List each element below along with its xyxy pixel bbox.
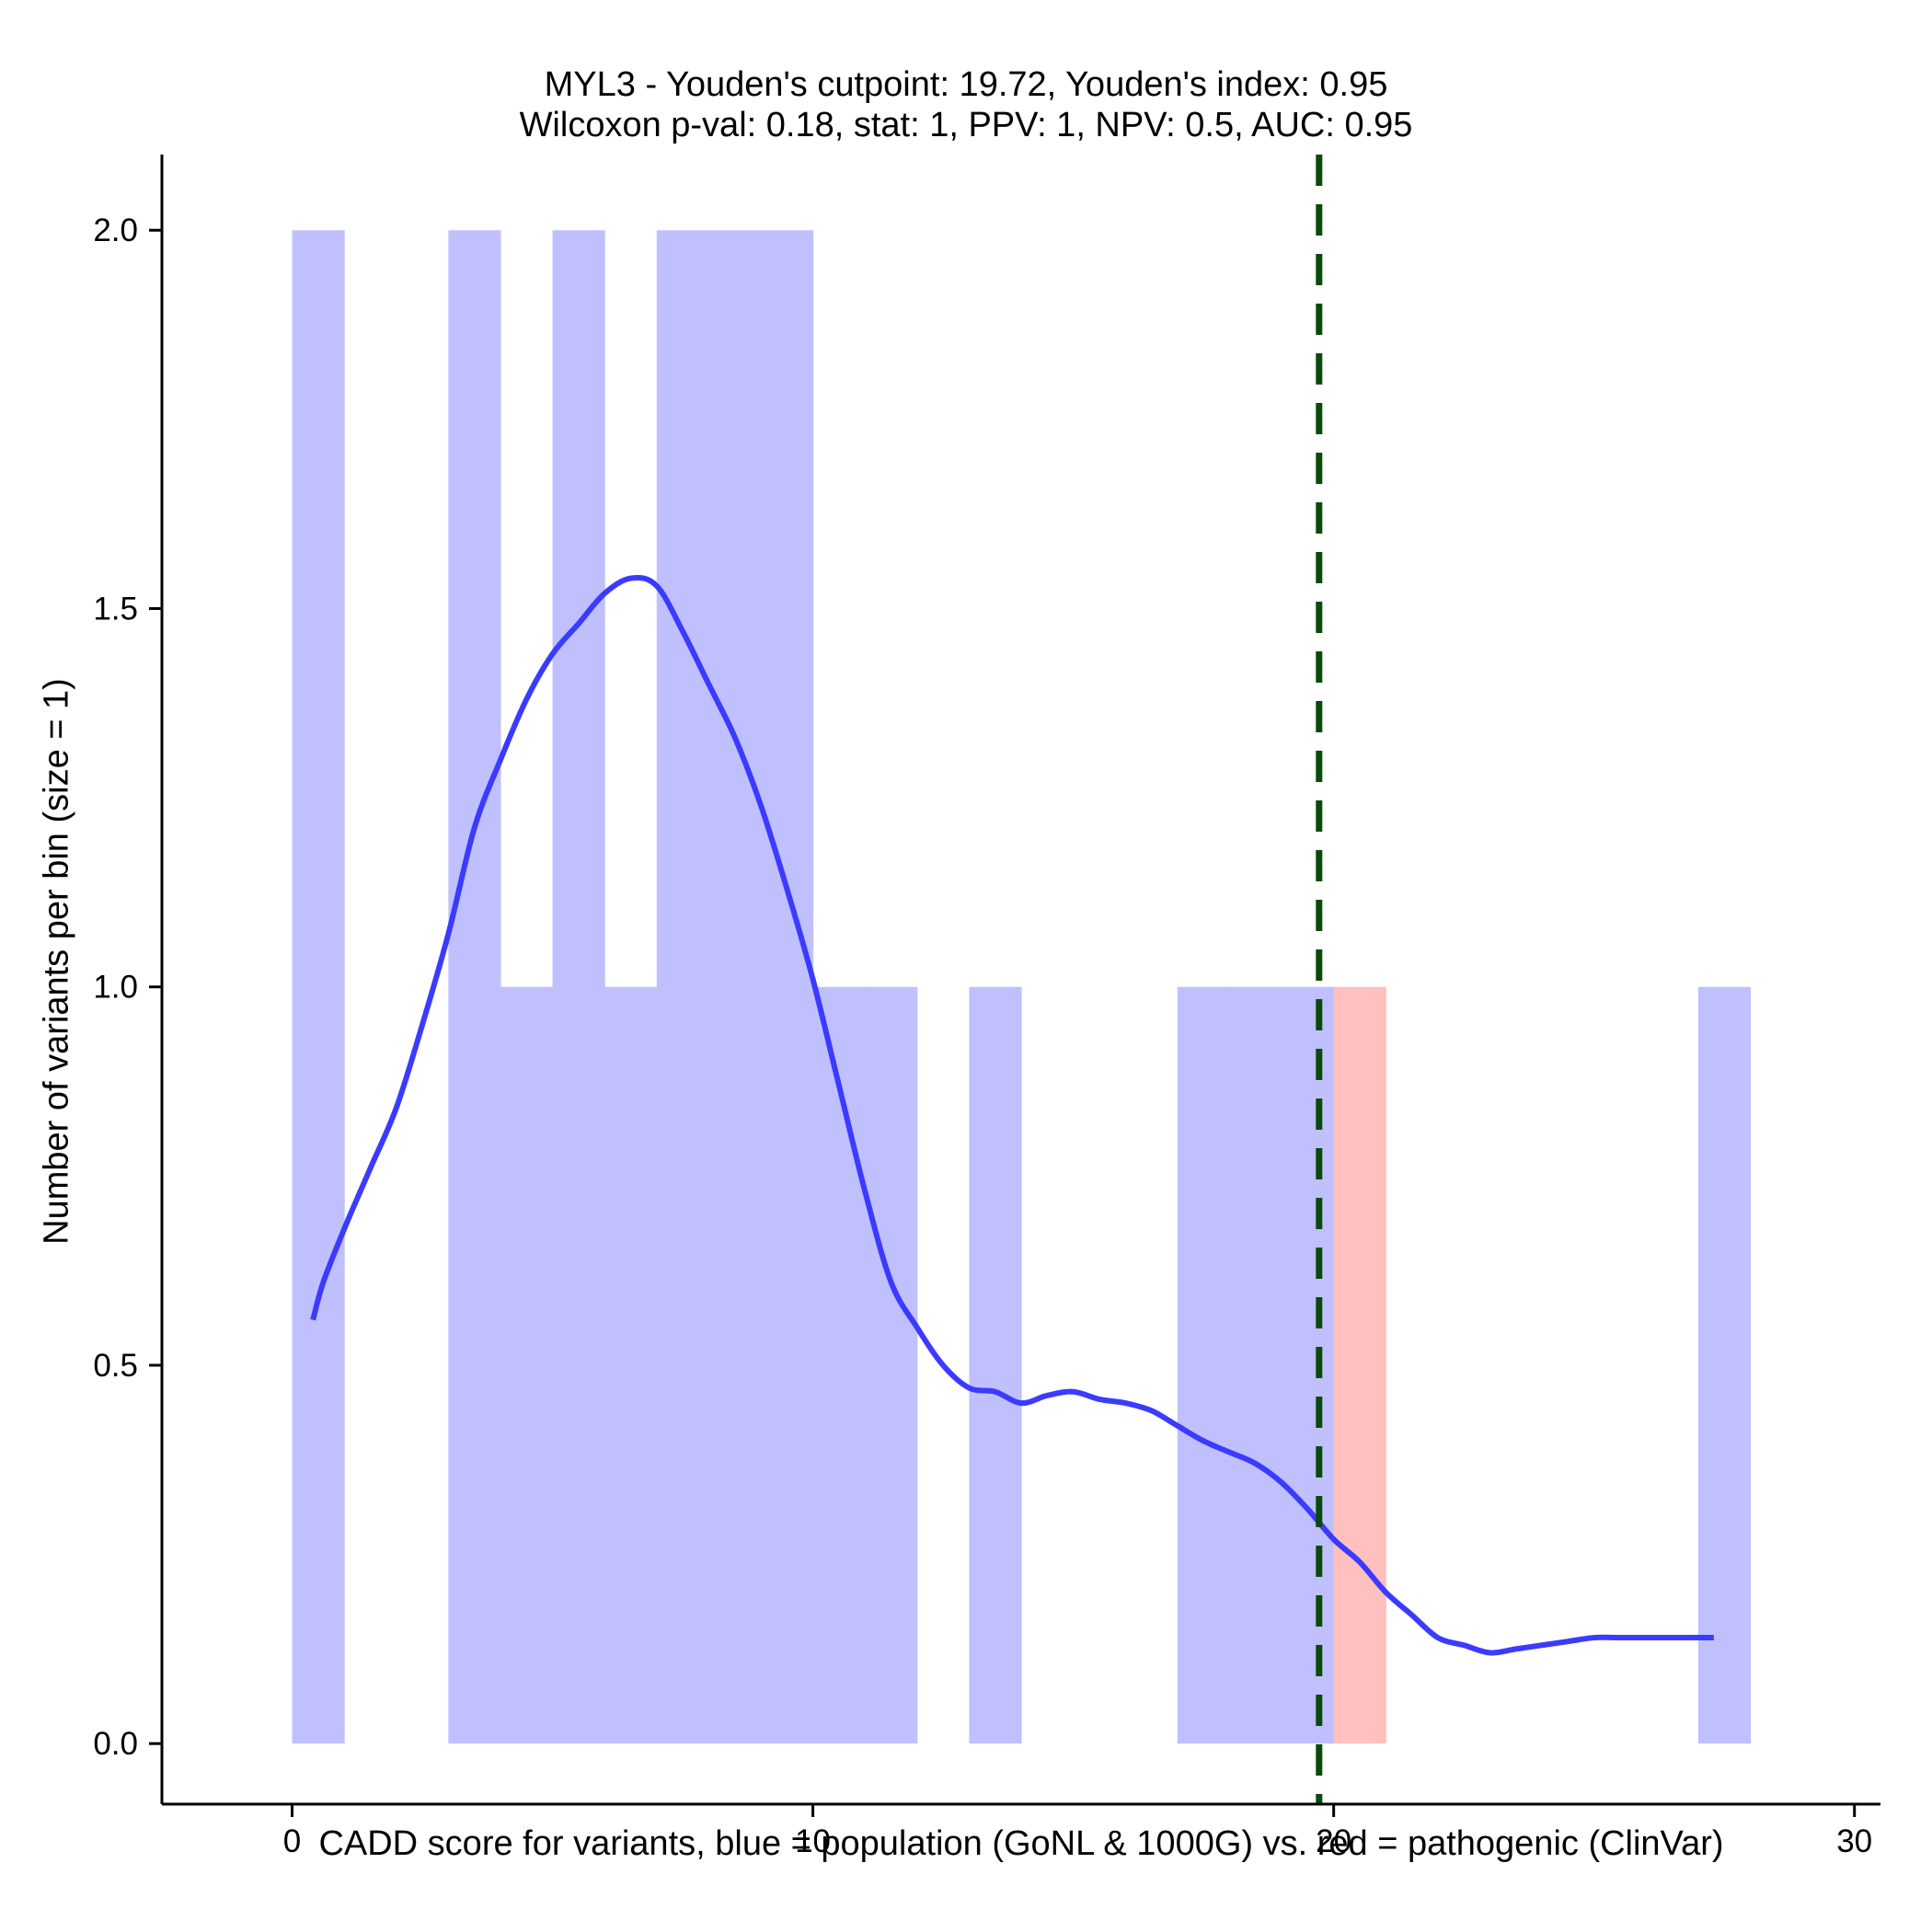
chart-subtitle: Wilcoxon p-val: 0.18, stat: 1, PPV: 1, N…: [519, 106, 1413, 144]
histogram-bar: [604, 986, 658, 1744]
histogram-bar: [1282, 986, 1335, 1744]
histogram-bar: [1229, 986, 1282, 1744]
histogram-bar: [500, 986, 554, 1744]
histogram-bar: [812, 986, 866, 1744]
histogram-bar: [1333, 986, 1386, 1744]
histogram-bar: [448, 230, 501, 1744]
histogram-bar: [760, 230, 814, 1744]
x-tick-label: 0: [283, 1823, 301, 1859]
chart-title: MYL3 - Youden's cutpoint: 19.72, Youden'…: [544, 65, 1388, 104]
y-axis-label: Number of variants per bin (size = 1): [37, 678, 76, 1245]
histogram-bars: [292, 230, 1752, 1744]
y-tick-label: 2.0: [93, 213, 138, 248]
histogram-bar: [656, 230, 709, 1744]
histogram-bar: [708, 230, 762, 1744]
density-curve: [310, 574, 1714, 1656]
y-axis-ticks: 0.0 0.5 1.0 1.5 2.0: [93, 213, 162, 1762]
y-tick-label: 0.0: [93, 1726, 138, 1762]
x-tick-label: 20: [1316, 1823, 1351, 1859]
x-tick-label: 10: [795, 1823, 831, 1859]
histogram-bar: [1697, 986, 1752, 1744]
y-tick-label: 0.5: [93, 1348, 138, 1384]
x-axis-label: CADD score for variants, blue = populati…: [318, 1824, 1724, 1863]
y-tick-label: 1.0: [93, 970, 138, 1006]
histogram-bar: [969, 986, 1022, 1744]
histogram-bar: [292, 230, 345, 1744]
x-tick-label: 30: [1836, 1823, 1872, 1859]
histogram-bar: [865, 986, 918, 1744]
x-axis-ticks: 0 10 20 30: [283, 1804, 1872, 1859]
histogram-bar: [1177, 986, 1231, 1744]
y-tick-label: 1.5: [93, 591, 138, 627]
histogram-bar: [552, 230, 605, 1744]
